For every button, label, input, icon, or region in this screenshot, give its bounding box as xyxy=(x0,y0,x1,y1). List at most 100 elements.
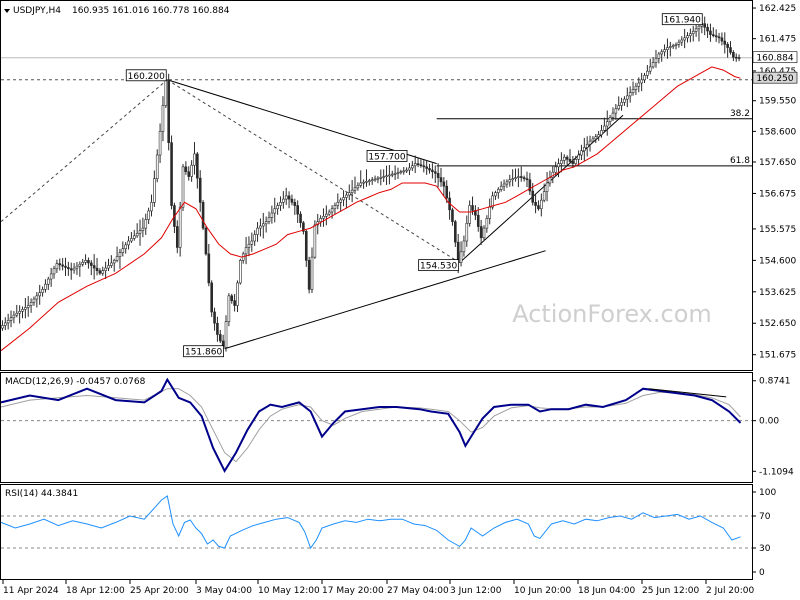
candle-body xyxy=(38,292,41,297)
macd-title: MACD(12,26,9) -0.0457 0.0768 xyxy=(5,377,146,387)
price-overlays: 38.2 61.8 xyxy=(0,57,752,350)
candle-body xyxy=(697,25,701,30)
price-series xyxy=(0,15,741,355)
candle-body xyxy=(433,171,437,174)
candle-body xyxy=(425,166,428,169)
candle-body xyxy=(256,227,259,235)
price-tag-label: 160.250 xyxy=(756,74,793,84)
macd-signal-line xyxy=(0,388,741,463)
header: USDJPY,H4 160.935 161.016 160.778 160.88… xyxy=(4,6,230,16)
candle-body xyxy=(347,192,351,196)
candle-body xyxy=(419,164,423,167)
candle-body xyxy=(247,243,251,248)
candle-body xyxy=(491,195,494,208)
time-tick-label: 3 Jun 12:00 xyxy=(450,586,502,596)
candle-body xyxy=(511,178,514,181)
candle-body xyxy=(505,181,509,185)
candle-body xyxy=(660,51,664,55)
macd-trendline xyxy=(648,388,727,398)
candle-body xyxy=(537,205,540,210)
candle-body xyxy=(540,199,543,210)
candle-body xyxy=(353,187,357,191)
rsi-line xyxy=(0,495,741,550)
price-annotation-box xyxy=(661,13,703,26)
candle-body xyxy=(118,252,122,257)
price-tick-label: 158.600 xyxy=(759,127,796,137)
price-tag-box xyxy=(752,51,798,64)
candle-body xyxy=(588,140,592,145)
candle-body xyxy=(276,205,279,210)
candle-body xyxy=(61,264,64,267)
candle-body xyxy=(6,320,10,324)
candle-body xyxy=(161,105,165,132)
candle-body xyxy=(333,205,337,210)
candle-body xyxy=(706,27,709,32)
candle-body xyxy=(350,189,354,193)
rsi-title: RSI(14) 44.3841 xyxy=(5,489,78,499)
candle-body xyxy=(75,265,79,269)
candle-body xyxy=(325,213,328,217)
fib-label: 61.8 xyxy=(730,156,750,166)
ohlc-values: 160.935 161.016 160.778 160.884 xyxy=(72,6,230,16)
price-tick-label: 157.650 xyxy=(759,158,796,168)
price-annotation-box xyxy=(183,345,224,358)
candle-body xyxy=(9,317,13,321)
candle-body xyxy=(293,202,297,206)
candle-body xyxy=(270,212,274,218)
time-tick-label: 27 May 04:00 xyxy=(387,586,449,596)
candle-body xyxy=(502,183,506,187)
candle-body xyxy=(210,282,213,313)
time-tick-label: 10 May 12:00 xyxy=(258,586,320,596)
candle-body xyxy=(580,150,583,156)
candle-body xyxy=(267,217,271,222)
candle-body xyxy=(597,134,600,138)
candle-body xyxy=(101,270,105,274)
candle-body xyxy=(471,205,474,211)
candle-body xyxy=(155,154,159,179)
candle-body xyxy=(431,169,434,172)
candle-body xyxy=(411,165,414,169)
time-tick-label: 18 Jun 04:00 xyxy=(578,586,635,596)
candle-body xyxy=(548,177,552,184)
price-tick-label: 161.475 xyxy=(759,35,796,45)
candle-body xyxy=(720,37,724,42)
candle-body xyxy=(385,175,388,178)
price-annotation-label: 161.940 xyxy=(664,16,701,26)
candle-body xyxy=(717,36,721,39)
candle-body xyxy=(382,176,385,178)
candle-body xyxy=(141,227,145,231)
candle-body xyxy=(677,41,681,45)
candle-body xyxy=(594,136,598,140)
candle-body xyxy=(35,295,39,300)
candle-body xyxy=(290,198,294,203)
candle-body xyxy=(264,221,268,225)
candle-body xyxy=(3,322,7,326)
candle-body xyxy=(568,159,572,162)
candle-body xyxy=(562,156,566,161)
candle-body xyxy=(734,56,738,59)
candle-body xyxy=(144,219,148,229)
dropdown-triangle-icon[interactable] xyxy=(4,9,10,13)
candle-body xyxy=(393,172,397,175)
candle-body xyxy=(150,202,153,212)
candle-body xyxy=(611,112,615,118)
candle-body xyxy=(253,234,256,242)
candle-body xyxy=(29,301,33,306)
price-panel-frame xyxy=(0,0,753,371)
candle-body xyxy=(322,215,325,219)
candle-body xyxy=(365,181,368,183)
candle-body xyxy=(279,202,282,206)
candle-body xyxy=(522,177,526,179)
candle-body xyxy=(631,89,635,93)
candle-body xyxy=(95,267,99,271)
candle-body xyxy=(58,263,62,266)
candle-body xyxy=(703,23,707,28)
candle-body xyxy=(18,311,21,314)
candle-body xyxy=(204,227,208,255)
candle-body xyxy=(158,131,162,156)
candle-body xyxy=(342,197,345,201)
price-annotation-label: 154.530 xyxy=(420,262,457,272)
candle-body xyxy=(379,177,383,179)
dashed-trendline-0 xyxy=(0,79,168,223)
candle-body xyxy=(130,238,133,242)
